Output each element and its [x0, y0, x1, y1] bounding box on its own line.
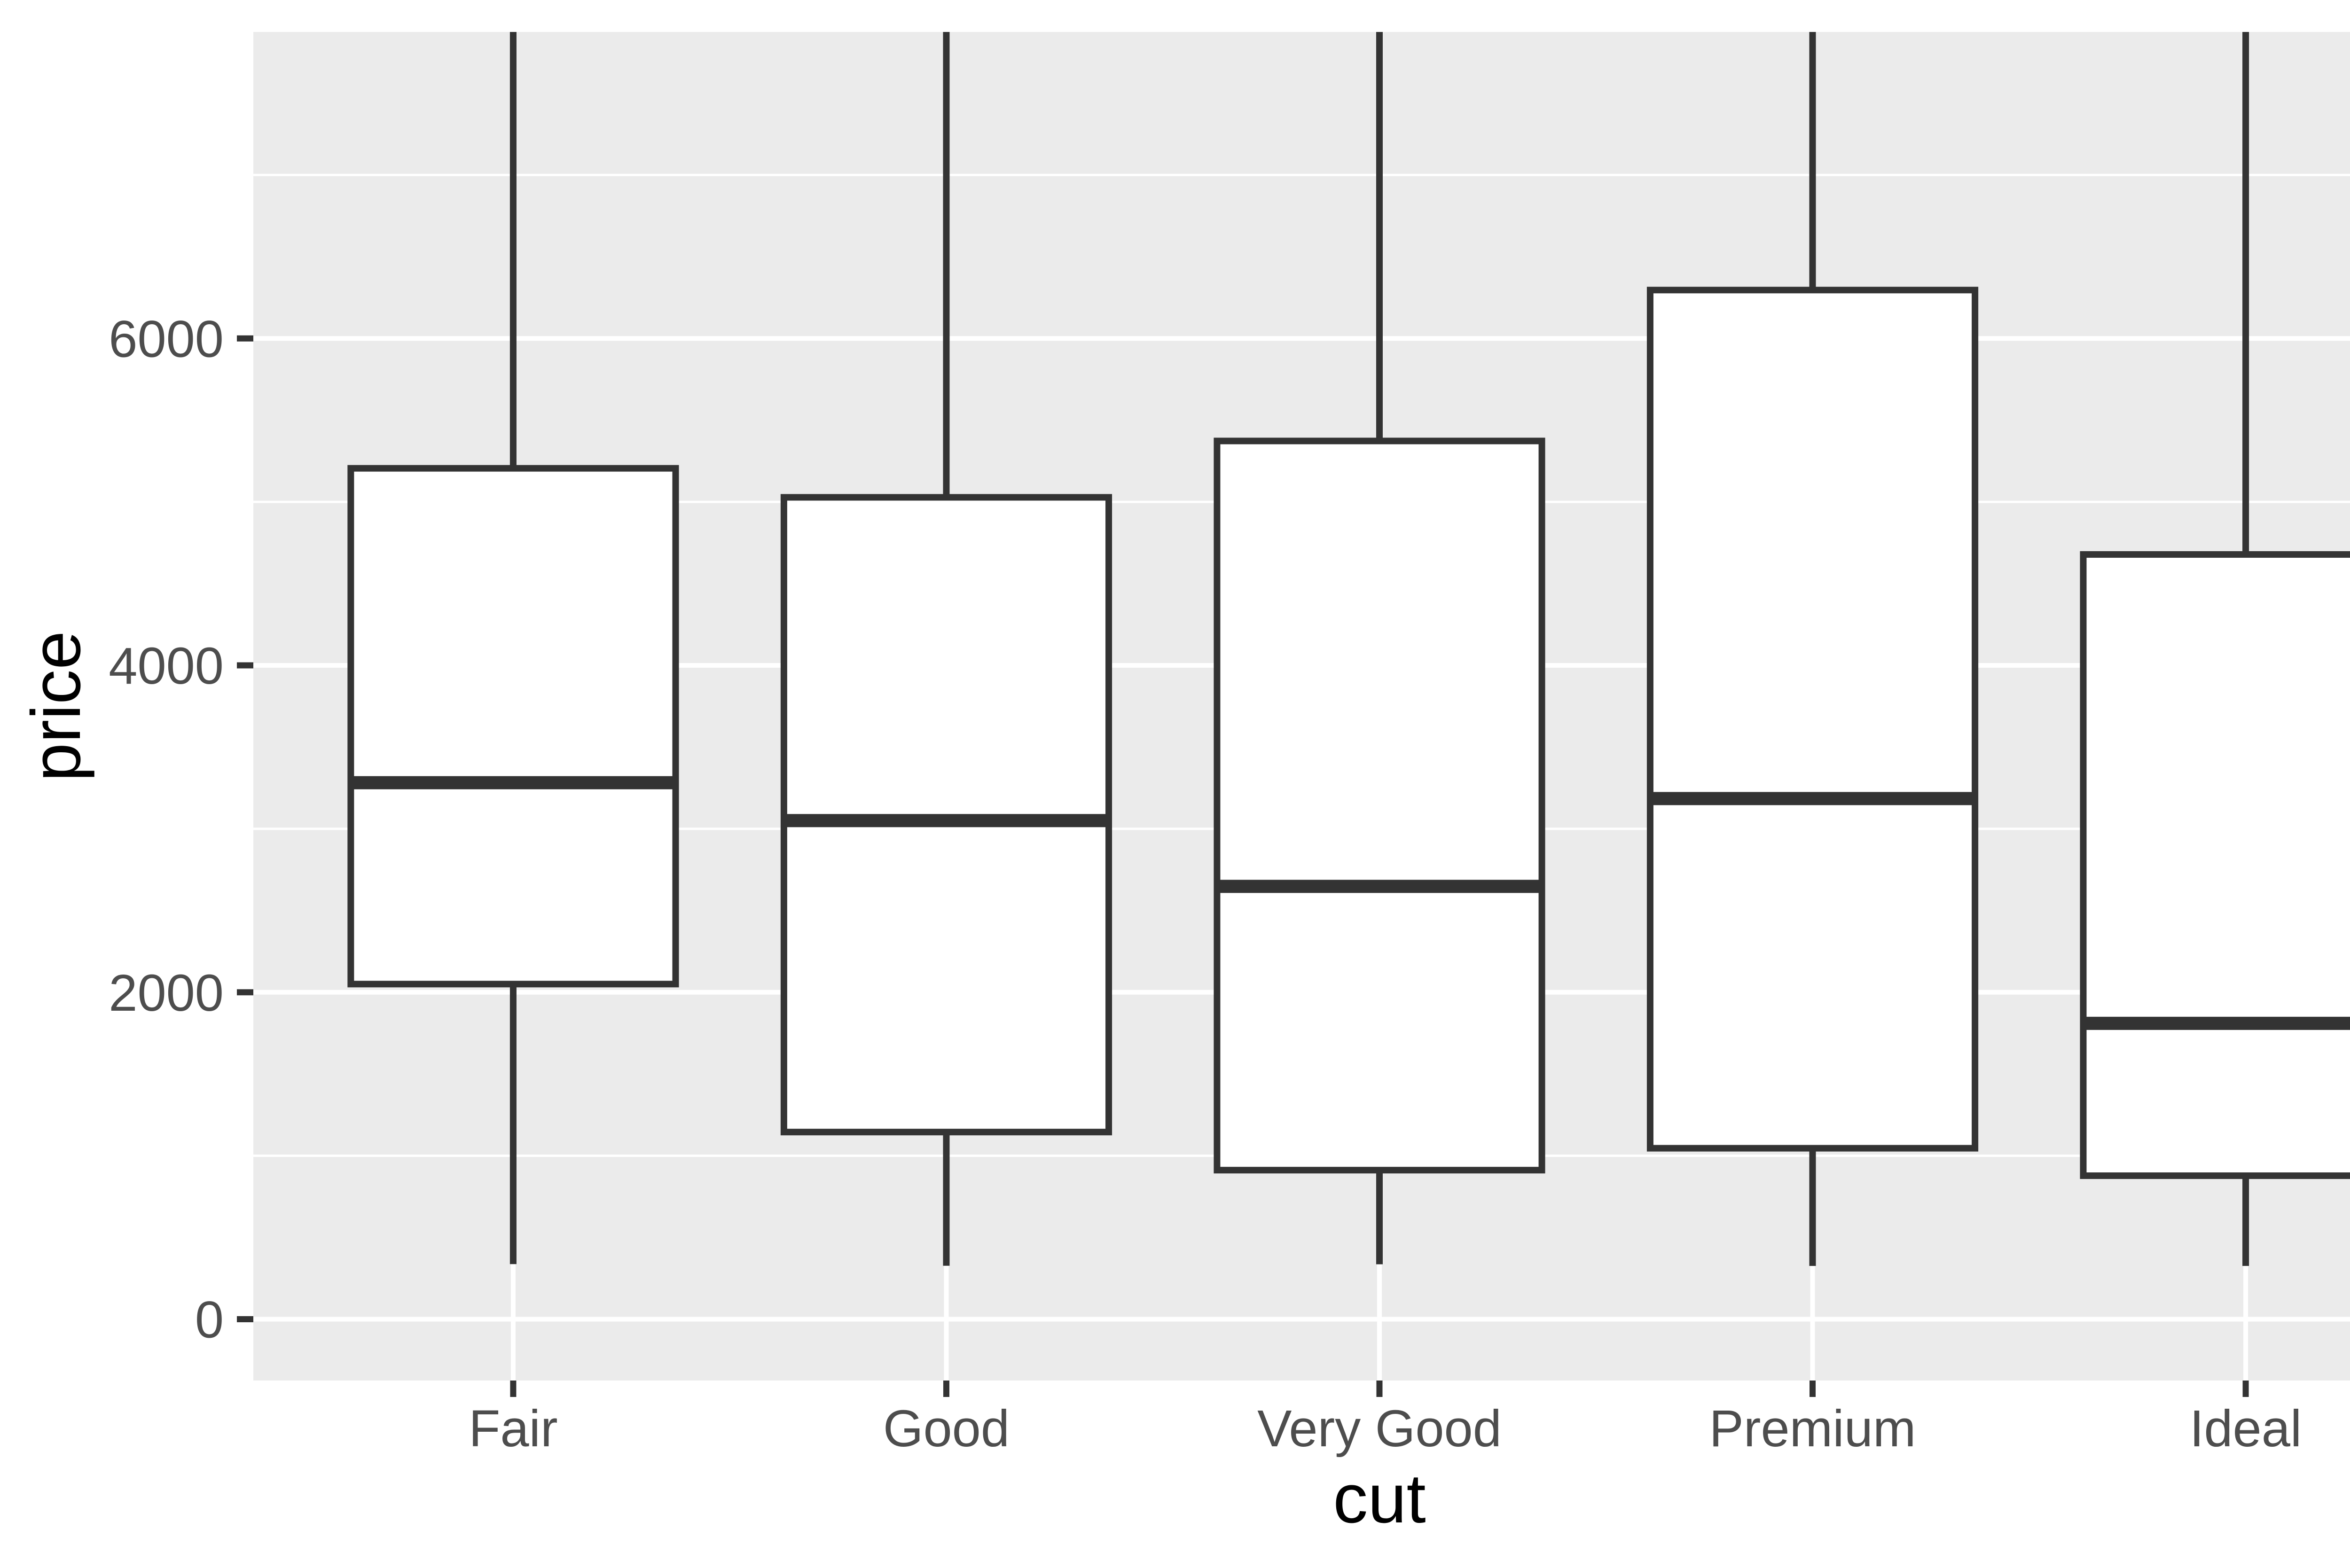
boxplot-fair [347, 32, 679, 1264]
y-tick-label-0: 0 [195, 1291, 224, 1349]
boxplots [347, 32, 2350, 1266]
box-rect [1214, 437, 1545, 1174]
box-rect [347, 465, 679, 988]
y-axis-title: price [17, 631, 95, 782]
y-tick-label-6000: 6000 [109, 310, 224, 368]
box-rect [2080, 551, 2350, 1179]
box-rect [1646, 287, 1979, 1152]
x-tick-label-very-good: Very Good [1257, 1400, 1502, 1458]
x-axis-ticks [510, 1381, 2249, 1397]
x-tick-label-good: Good [883, 1400, 1010, 1458]
y-tick-label-4000: 4000 [109, 637, 224, 695]
y-axis-tick-labels: 0 2000 4000 6000 [109, 310, 224, 1349]
x-tick-label-ideal: Ideal [2190, 1400, 2302, 1458]
x-axis-tick-labels: Fair Good Very Good Premium Ideal [469, 1400, 2302, 1458]
x-axis-title: cut [1333, 1460, 1426, 1537]
x-tick-label-fair: Fair [469, 1400, 557, 1458]
y-tick-label-2000: 2000 [109, 964, 224, 1022]
boxplot-premium [1646, 32, 1979, 1266]
boxplot-ideal [2080, 32, 2350, 1266]
boxplot-very-good [1214, 32, 1545, 1264]
boxplot-good [780, 32, 1112, 1266]
y-axis-ticks [237, 335, 253, 1323]
x-tick-label-premium: Premium [1709, 1400, 1916, 1458]
